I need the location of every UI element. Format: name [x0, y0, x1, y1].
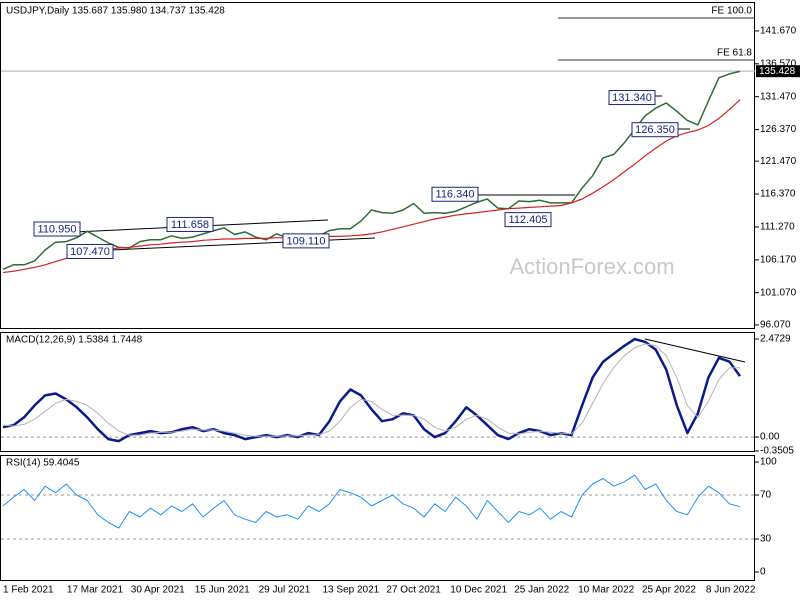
series-line [2, 474, 741, 529]
y-tick-label: 121.470 [760, 156, 797, 167]
last-price-label: 135.428 [759, 66, 796, 77]
annotation-label: 110.950 [38, 223, 77, 235]
x-tick-label: 29 Jul 2021 [259, 585, 311, 596]
annotation-box [431, 186, 479, 202]
price-panel [0, 2, 755, 329]
annotation-label: 111.658 [171, 219, 209, 231]
y-tick-label: 136.570 [760, 58, 797, 69]
panel-title: MACD(12,26,9) 1.5384 1.7448 [6, 335, 143, 346]
trend-line [644, 338, 746, 363]
x-tick-label: 25 Jan 2022 [514, 585, 569, 596]
annotation-box [504, 212, 552, 228]
x-tick-label: 30 Apr 2021 [131, 585, 185, 596]
x-tick-label: 10 Mar 2022 [578, 585, 635, 596]
y-tick-label: 106.170 [760, 254, 797, 265]
x-tick-label: 8 Jun 2022 [706, 585, 756, 596]
y-tick-label: 70 [760, 490, 772, 501]
y-tick-label: 131.470 [760, 91, 797, 102]
annotation-box [608, 90, 656, 106]
annotation-box [631, 122, 679, 138]
y-tick-label: 111.270 [760, 222, 795, 233]
annotation-label: 131.340 [612, 92, 652, 104]
series-line [2, 337, 742, 443]
y-tick-label: 2.4729 [760, 334, 791, 345]
x-tick-label: 27 Oct 2021 [386, 585, 441, 596]
series-line [2, 99, 741, 274]
panel-title: RSI(14) 59.4045 [6, 458, 80, 469]
annotation-box [66, 243, 114, 259]
annotation-label: 112.405 [509, 214, 548, 226]
x-tick-label: 17 Mar 2021 [67, 585, 124, 596]
annotation-box [166, 216, 214, 232]
level-label: FE 100.0 [711, 6, 752, 17]
annotation-label: 107.470 [70, 246, 110, 258]
macd-panel [0, 332, 755, 452]
x-tick-label: 25 Apr 2022 [642, 585, 696, 596]
x-tick-label: 15 Jun 2021 [195, 585, 250, 596]
y-tick-label: 141.670 [760, 26, 797, 37]
level-label: FE 61.8 [717, 48, 752, 59]
watermark: ActionForex.com [509, 254, 674, 279]
annotation-box [33, 221, 81, 237]
y-tick-label: 0.00 [760, 432, 780, 443]
series-line [2, 343, 741, 437]
x-tick-label: 13 Sep 2021 [323, 585, 380, 596]
y-tick-label: 126.370 [760, 124, 797, 135]
y-tick-label: -0.3505 [760, 446, 794, 457]
y-tick-label: 116.370 [760, 189, 796, 200]
y-tick-label: 30 [760, 534, 772, 545]
y-tick-label: 101.070 [760, 287, 797, 298]
annotation-label: 109.110 [287, 235, 326, 247]
rsi-panel [0, 455, 755, 581]
y-tick-label: 0 [760, 567, 766, 578]
y-tick-label: 100 [760, 457, 777, 468]
x-tick-label: 1 Feb 2021 [3, 585, 54, 596]
annotation-box [282, 233, 330, 249]
panel-title: USDJPY,Daily 135.687 135.980 134.737 135… [6, 6, 225, 17]
annotation-label: 116.340 [436, 189, 475, 201]
y-tick-label: 96.070 [760, 320, 791, 331]
x-tick-label: 10 Dec 2021 [450, 585, 507, 596]
last-price-box [756, 65, 800, 78]
annotation-label: 126.350 [635, 124, 675, 136]
